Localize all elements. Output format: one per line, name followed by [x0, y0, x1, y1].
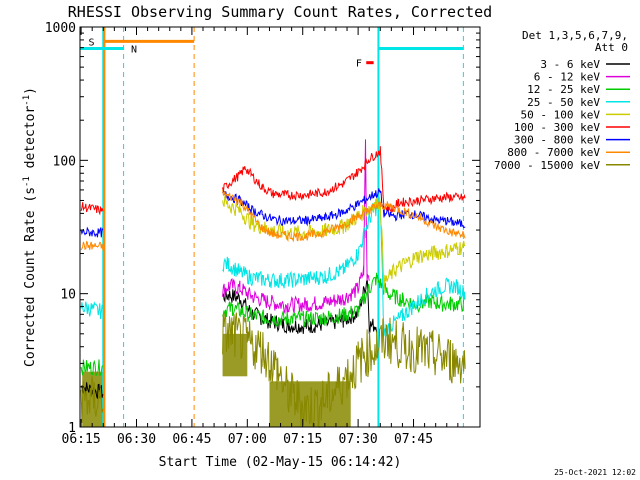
legend-label: 300 - 800 keV — [514, 134, 600, 147]
x-tick-label: 07:00 — [228, 432, 267, 447]
y-tick-label: 10 — [60, 288, 76, 303]
flag-label-n: N — [131, 44, 137, 55]
x-tick-label: 07:30 — [339, 432, 378, 447]
legend-label: 50 - 100 keV — [521, 108, 601, 121]
plot-frame — [79, 26, 481, 428]
chart-title: RHESSI Observing Summary Count Rates, Co… — [68, 3, 492, 21]
x-axis-label: Start Time (02-May-15 06:14:42) — [159, 455, 402, 470]
legend-label: 100 - 300 keV — [514, 121, 600, 134]
flag-label-f: F — [356, 59, 362, 70]
y-tick-label: 1 — [68, 421, 76, 436]
series-line — [80, 199, 466, 338]
legend-header-line1: Det 1,3,5,6,7,9, — [522, 29, 628, 42]
axes: 06:15 06:30 06:45 07:00 07:15 07:30 07:45 1 10 10… — [45, 21, 480, 447]
y-axis-label: Corrected Count Rate (s-1 detector-1) — [22, 87, 38, 367]
footer-date: 25-Oct-2021 12:02 — [554, 468, 636, 477]
x-tick-label: 06:45 — [172, 432, 211, 447]
series-line — [80, 272, 466, 376]
x-tick-label: 06:15 — [62, 432, 101, 447]
x-tick-label: 07:15 — [283, 432, 322, 447]
legend-label: 3 - 6 keV — [540, 58, 600, 71]
series-line — [80, 190, 466, 251]
y-tick-label: 1000 — [45, 21, 76, 36]
legend-header-line2: Att 0 — [595, 41, 628, 54]
legend-label: 12 - 25 keV — [527, 83, 600, 96]
flag-markers: S N F — [80, 37, 464, 70]
series-line — [80, 279, 378, 399]
x-tick-label: 07:45 — [394, 432, 433, 447]
legend-label: 800 - 7000 keV — [507, 146, 600, 159]
y-tick-label: 100 — [53, 154, 76, 169]
series-line — [222, 139, 370, 315]
legend-label: 25 - 50 keV — [527, 96, 600, 109]
series-layer — [80, 139, 466, 428]
series-line — [80, 311, 466, 428]
x-tick-label: 06:30 — [117, 432, 156, 447]
series-line — [80, 146, 466, 216]
flag-label-s: S — [88, 37, 94, 48]
series-line — [80, 188, 466, 238]
legend-label: 6 - 12 keV — [534, 71, 601, 84]
legend-label: 7000 - 15000 keV — [494, 159, 600, 172]
